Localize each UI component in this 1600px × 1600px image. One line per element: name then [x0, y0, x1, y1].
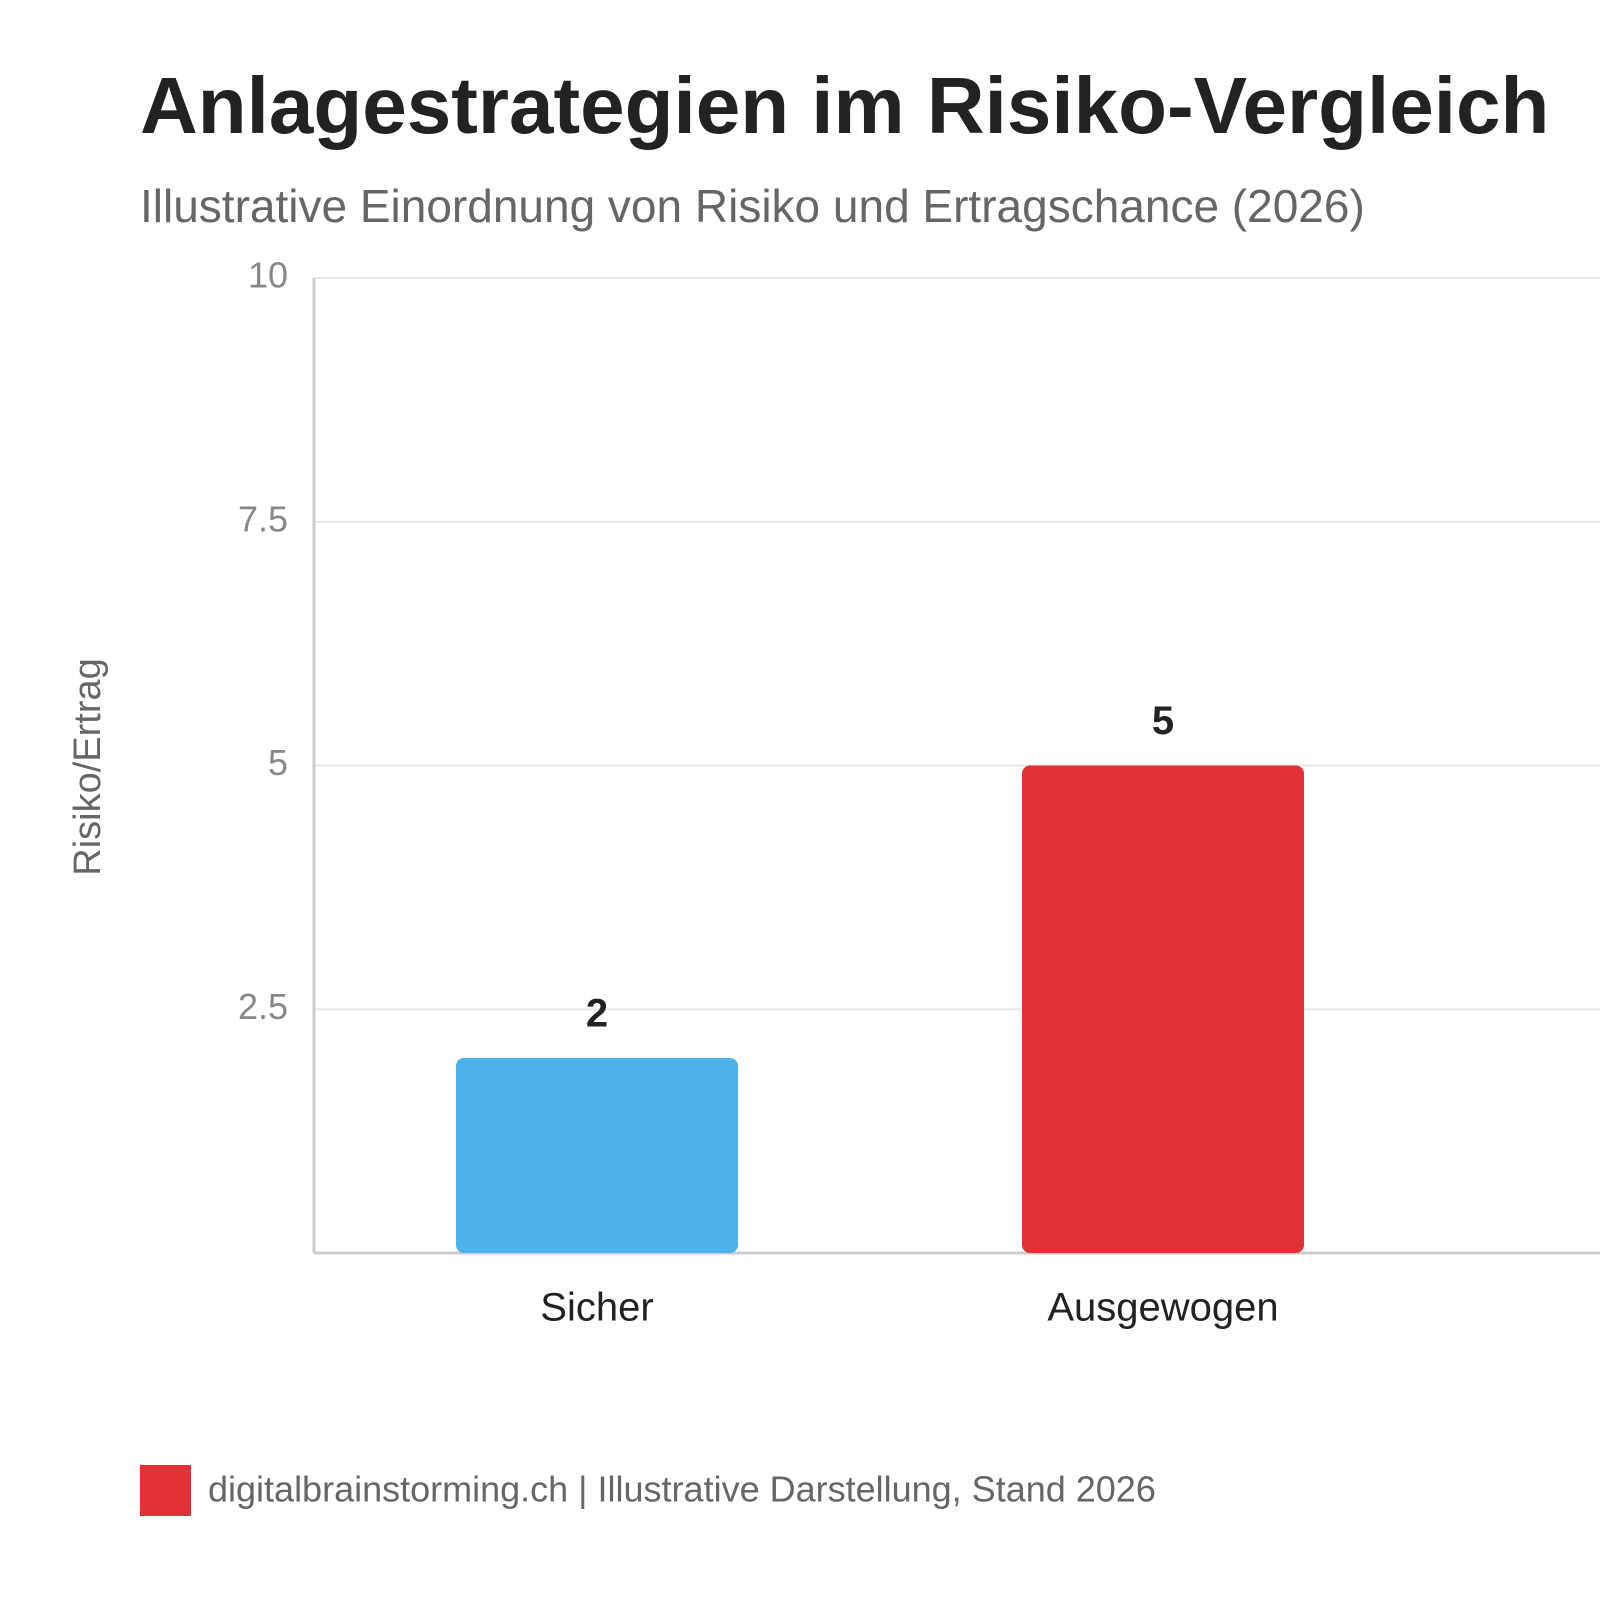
source-note: digitalbrainstorming.ch | Illustrative D…: [208, 1469, 1156, 1510]
y-tick-label: 7.5: [238, 498, 288, 539]
bar: [456, 1058, 738, 1253]
data-label: 5: [1152, 699, 1174, 743]
x-tick-label: Sicher: [540, 1286, 653, 1330]
y-axis-label: Risiko/Ertrag: [67, 658, 109, 876]
bar: [1022, 765, 1304, 1253]
source-marker: [140, 1465, 191, 1516]
y-tick-label: 2.5: [238, 986, 288, 1027]
y-tick-label: 5: [268, 742, 288, 783]
x-tick-label: Ausgewogen: [1047, 1286, 1278, 1330]
data-label: 2: [586, 992, 608, 1036]
y-tick-label: 10: [248, 255, 288, 296]
chart-subtitle: Illustrative Einordnung von Risiko und E…: [140, 180, 1365, 232]
chart-title: Anlagestrategien im Risiko-Vergleich: [140, 61, 1549, 150]
